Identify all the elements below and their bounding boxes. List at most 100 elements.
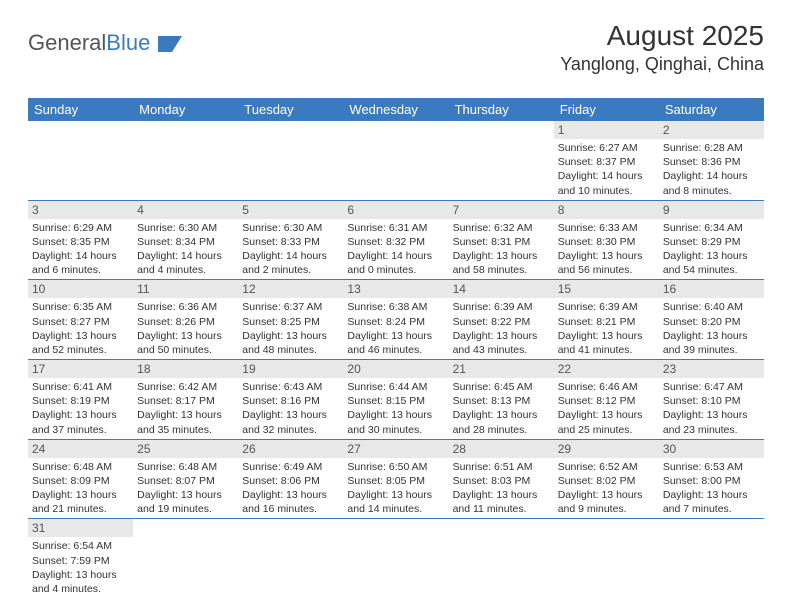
calendar-day-cell: 24Sunrise: 6:48 AMSunset: 8:09 PMDayligh… [28,439,133,519]
day-number: 21 [449,360,554,378]
day-info: Sunrise: 6:34 AMSunset: 8:29 PMDaylight:… [659,219,764,280]
calendar-week-row: 10Sunrise: 6:35 AMSunset: 8:27 PMDayligh… [28,280,764,360]
day-number: 7 [449,201,554,219]
calendar-day-cell: 8Sunrise: 6:33 AMSunset: 8:30 PMDaylight… [554,200,659,280]
calendar-day-cell: 20Sunrise: 6:44 AMSunset: 8:15 PMDayligh… [343,360,448,440]
calendar-week-row: 17Sunrise: 6:41 AMSunset: 8:19 PMDayligh… [28,360,764,440]
header: GeneralBlue August 2025 Yanglong, Qingha… [28,20,764,90]
day-number: 11 [133,280,238,298]
day-info: Sunrise: 6:41 AMSunset: 8:19 PMDaylight:… [28,378,133,439]
calendar-empty-cell [659,519,764,598]
day-info: Sunrise: 6:35 AMSunset: 8:27 PMDaylight:… [28,298,133,359]
day-number: 29 [554,440,659,458]
title-block: August 2025 Yanglong, Qinghai, China [560,20,764,75]
day-number: 28 [449,440,554,458]
day-info: Sunrise: 6:36 AMSunset: 8:26 PMDaylight:… [133,298,238,359]
day-number: 15 [554,280,659,298]
calendar-week-row: 3Sunrise: 6:29 AMSunset: 8:35 PMDaylight… [28,200,764,280]
calendar-day-cell: 4Sunrise: 6:30 AMSunset: 8:34 PMDaylight… [133,200,238,280]
day-number: 31 [28,519,133,537]
calendar-day-cell: 5Sunrise: 6:30 AMSunset: 8:33 PMDaylight… [238,200,343,280]
calendar-table: SundayMondayTuesdayWednesdayThursdayFrid… [28,98,764,598]
calendar-empty-cell [449,519,554,598]
day-number: 5 [238,201,343,219]
weekday-header: Thursday [449,98,554,121]
day-info: Sunrise: 6:47 AMSunset: 8:10 PMDaylight:… [659,378,764,439]
day-number: 3 [28,201,133,219]
calendar-empty-cell [28,121,133,200]
day-number: 2 [659,121,764,139]
day-info: Sunrise: 6:32 AMSunset: 8:31 PMDaylight:… [449,219,554,280]
calendar-day-cell: 15Sunrise: 6:39 AMSunset: 8:21 PMDayligh… [554,280,659,360]
day-info: Sunrise: 6:28 AMSunset: 8:36 PMDaylight:… [659,139,764,200]
day-info: Sunrise: 6:52 AMSunset: 8:02 PMDaylight:… [554,458,659,519]
day-number: 20 [343,360,448,378]
day-info: Sunrise: 6:45 AMSunset: 8:13 PMDaylight:… [449,378,554,439]
calendar-empty-cell [133,121,238,200]
day-number: 10 [28,280,133,298]
day-number: 4 [133,201,238,219]
day-info: Sunrise: 6:54 AMSunset: 7:59 PMDaylight:… [28,537,133,598]
calendar-empty-cell [449,121,554,200]
day-info: Sunrise: 6:38 AMSunset: 8:24 PMDaylight:… [343,298,448,359]
day-number: 18 [133,360,238,378]
calendar-day-cell: 29Sunrise: 6:52 AMSunset: 8:02 PMDayligh… [554,439,659,519]
day-number: 9 [659,201,764,219]
calendar-day-cell: 14Sunrise: 6:39 AMSunset: 8:22 PMDayligh… [449,280,554,360]
logo: GeneralBlue [28,30,184,56]
calendar-empty-cell [133,519,238,598]
calendar-empty-cell [238,519,343,598]
calendar-day-cell: 18Sunrise: 6:42 AMSunset: 8:17 PMDayligh… [133,360,238,440]
day-info: Sunrise: 6:31 AMSunset: 8:32 PMDaylight:… [343,219,448,280]
calendar-day-cell: 26Sunrise: 6:49 AMSunset: 8:06 PMDayligh… [238,439,343,519]
calendar-day-cell: 19Sunrise: 6:43 AMSunset: 8:16 PMDayligh… [238,360,343,440]
calendar-empty-cell [343,121,448,200]
calendar-body: 1Sunrise: 6:27 AMSunset: 8:37 PMDaylight… [28,121,764,598]
calendar-day-cell: 2Sunrise: 6:28 AMSunset: 8:36 PMDaylight… [659,121,764,200]
day-info: Sunrise: 6:30 AMSunset: 8:33 PMDaylight:… [238,219,343,280]
day-info: Sunrise: 6:49 AMSunset: 8:06 PMDaylight:… [238,458,343,519]
day-number: 13 [343,280,448,298]
day-info: Sunrise: 6:48 AMSunset: 8:09 PMDaylight:… [28,458,133,519]
day-info: Sunrise: 6:44 AMSunset: 8:15 PMDaylight:… [343,378,448,439]
day-number: 17 [28,360,133,378]
day-info: Sunrise: 6:39 AMSunset: 8:21 PMDaylight:… [554,298,659,359]
day-number: 25 [133,440,238,458]
day-info: Sunrise: 6:53 AMSunset: 8:00 PMDaylight:… [659,458,764,519]
day-number: 27 [343,440,448,458]
calendar-day-cell: 1Sunrise: 6:27 AMSunset: 8:37 PMDaylight… [554,121,659,200]
day-info: Sunrise: 6:33 AMSunset: 8:30 PMDaylight:… [554,219,659,280]
weekday-header: Saturday [659,98,764,121]
day-info: Sunrise: 6:51 AMSunset: 8:03 PMDaylight:… [449,458,554,519]
day-info: Sunrise: 6:27 AMSunset: 8:37 PMDaylight:… [554,139,659,200]
calendar-day-cell: 27Sunrise: 6:50 AMSunset: 8:05 PMDayligh… [343,439,448,519]
weekday-header: Friday [554,98,659,121]
day-info: Sunrise: 6:37 AMSunset: 8:25 PMDaylight:… [238,298,343,359]
day-info: Sunrise: 6:43 AMSunset: 8:16 PMDaylight:… [238,378,343,439]
calendar-day-cell: 12Sunrise: 6:37 AMSunset: 8:25 PMDayligh… [238,280,343,360]
weekday-header: Wednesday [343,98,448,121]
weekday-header-row: SundayMondayTuesdayWednesdayThursdayFrid… [28,98,764,121]
calendar-empty-cell [554,519,659,598]
calendar-day-cell: 3Sunrise: 6:29 AMSunset: 8:35 PMDaylight… [28,200,133,280]
day-info: Sunrise: 6:42 AMSunset: 8:17 PMDaylight:… [133,378,238,439]
calendar-day-cell: 7Sunrise: 6:32 AMSunset: 8:31 PMDaylight… [449,200,554,280]
calendar-day-cell: 28Sunrise: 6:51 AMSunset: 8:03 PMDayligh… [449,439,554,519]
calendar-week-row: 24Sunrise: 6:48 AMSunset: 8:09 PMDayligh… [28,439,764,519]
calendar-day-cell: 21Sunrise: 6:45 AMSunset: 8:13 PMDayligh… [449,360,554,440]
day-number: 1 [554,121,659,139]
calendar-day-cell: 25Sunrise: 6:48 AMSunset: 8:07 PMDayligh… [133,439,238,519]
day-info: Sunrise: 6:50 AMSunset: 8:05 PMDaylight:… [343,458,448,519]
calendar-day-cell: 17Sunrise: 6:41 AMSunset: 8:19 PMDayligh… [28,360,133,440]
calendar-day-cell: 30Sunrise: 6:53 AMSunset: 8:00 PMDayligh… [659,439,764,519]
day-number: 12 [238,280,343,298]
day-number: 6 [343,201,448,219]
day-info: Sunrise: 6:48 AMSunset: 8:07 PMDaylight:… [133,458,238,519]
day-number: 14 [449,280,554,298]
calendar-day-cell: 23Sunrise: 6:47 AMSunset: 8:10 PMDayligh… [659,360,764,440]
day-number: 23 [659,360,764,378]
calendar-day-cell: 31Sunrise: 6:54 AMSunset: 7:59 PMDayligh… [28,519,133,598]
day-info: Sunrise: 6:40 AMSunset: 8:20 PMDaylight:… [659,298,764,359]
day-number: 19 [238,360,343,378]
day-number: 22 [554,360,659,378]
